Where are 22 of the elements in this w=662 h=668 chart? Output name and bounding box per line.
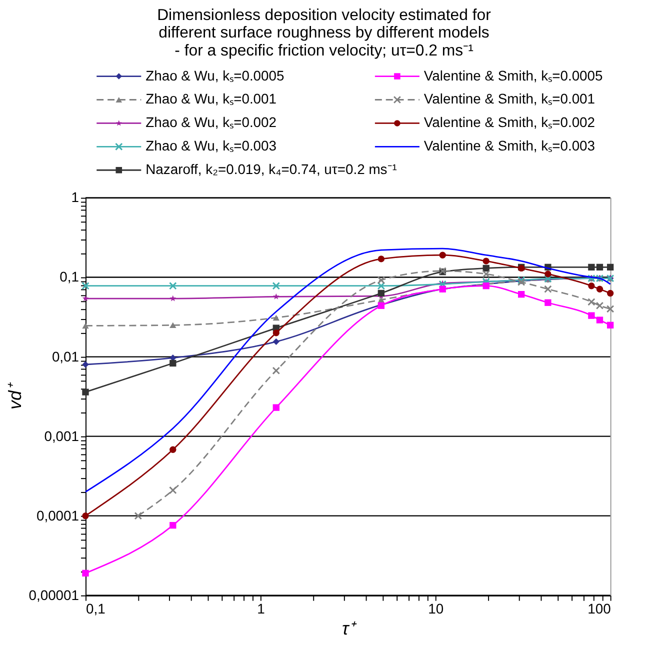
y-tick-label: 0,00001: [28, 586, 80, 603]
y-tick-label: 1: [71, 189, 80, 206]
legend-label: Valentine & Smith, kₛ=0.0005: [424, 67, 604, 84]
chart-title: Dimensionless deposition velocity estimated for different surface roughness by different models - for a specific friction velocity; uτ=0.2 ms⁻¹: [157, 6, 492, 60]
y-tick-label: 0,0001: [36, 507, 80, 524]
legend-label: Nazaroff, k₂=0.019, k₄=0.74, uτ=0.2 ms⁻¹: [146, 161, 398, 178]
legend-label: Zhao & Wu, kₛ=0.001: [146, 90, 277, 107]
legend-label: Zhao & Wu, kₛ=0.002: [146, 114, 277, 130]
y-axis-title: vd⁺: [4, 382, 25, 410]
x-tick-label: 1: [257, 600, 266, 617]
x-tick-label: 100: [588, 600, 612, 617]
x-tick-label: 0,1: [86, 600, 106, 617]
y-tick-label: 0,1: [60, 268, 80, 285]
legend-label: Valentine & Smith, kₛ=0.003: [424, 138, 596, 154]
x-tick-label: 10: [428, 600, 444, 617]
legend-label: Zhao & Wu, kₛ=0.0005: [146, 67, 285, 84]
y-tick-label: 0,01: [52, 348, 80, 364]
y-tick-label: 0,001: [44, 428, 80, 444]
x-axis-title: τ⁺: [342, 618, 358, 639]
legend-label: Valentine & Smith, kₛ=0.001: [424, 90, 596, 107]
legend-label: Valentine & Smith, kₛ=0.002: [424, 114, 596, 130]
legend-label: Zhao & Wu, kₛ=0.003: [146, 138, 277, 154]
